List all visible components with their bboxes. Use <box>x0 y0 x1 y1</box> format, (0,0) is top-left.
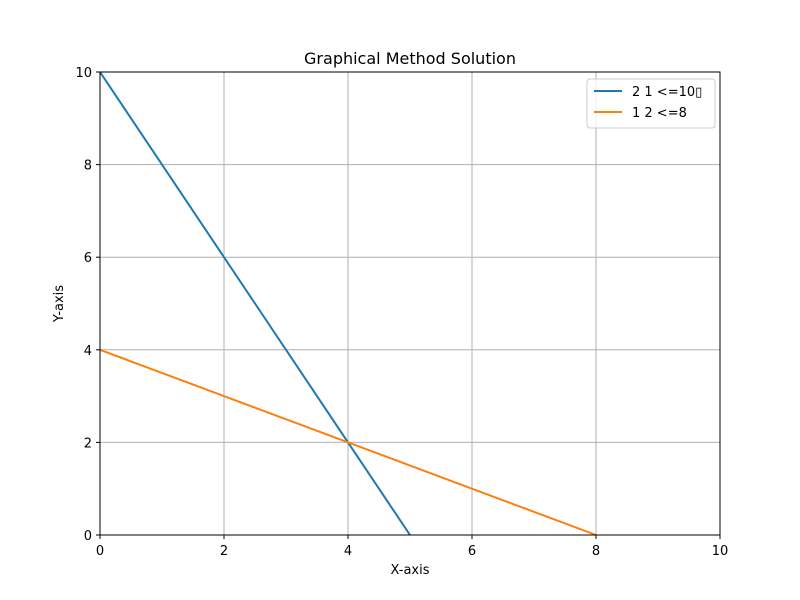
plot-frame <box>99 71 721 536</box>
x-tick-label: 4 <box>344 544 352 559</box>
x-tick-label: 6 <box>468 544 476 559</box>
grid <box>99 71 721 536</box>
y-tick-label: 6 <box>84 251 92 266</box>
y-tick-label: 0 <box>84 529 92 544</box>
series-line-1 <box>99 71 411 536</box>
x-axis-label: X-axis <box>391 563 430 578</box>
x-tick-label: 2 <box>220 544 228 559</box>
legend-label-2: 1 2 <=8 <box>632 106 687 121</box>
series-lines <box>99 71 597 536</box>
y-tick-label: 2 <box>84 436 92 451</box>
series-line-2 <box>99 348 597 536</box>
legend-label-1: 2 1 <=10▯ <box>632 85 702 100</box>
legend: 2 1 <=10▯ 1 2 <=8 <box>586 78 716 129</box>
axis-ticks: 0 2 4 6 8 10 0 2 4 6 8 10 <box>75 66 728 559</box>
y-axis-label: Y-axis <box>52 285 67 323</box>
y-tick-label: 4 <box>84 344 92 359</box>
y-tick-label: 8 <box>84 159 92 174</box>
y-tick-label: 10 <box>75 66 92 81</box>
x-tick-label: 0 <box>96 544 104 559</box>
chart-title: Graphical Method Solution <box>304 49 516 68</box>
x-tick-label: 10 <box>712 544 729 559</box>
x-tick-label: 8 <box>592 544 600 559</box>
